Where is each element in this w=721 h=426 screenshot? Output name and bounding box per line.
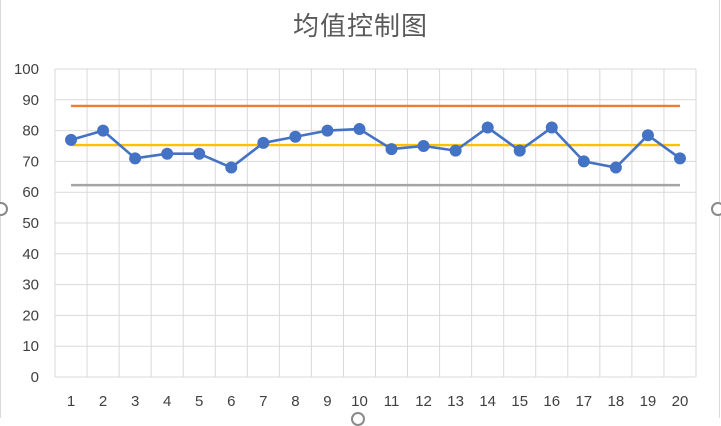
x-tick-label: 8 <box>291 393 299 410</box>
x-tick-label: 17 <box>575 393 592 410</box>
y-tick-label: 40 <box>22 246 39 263</box>
data-point <box>545 121 558 134</box>
x-tick-label: 11 <box>384 393 400 410</box>
x-tick-label: 1 <box>67 393 75 410</box>
y-tick-label: 50 <box>22 215 39 232</box>
x-tick-label: 5 <box>195 393 203 410</box>
x-tick-label: 12 <box>415 393 432 410</box>
data-point <box>129 152 142 165</box>
resize-handle-right[interactable] <box>711 202 721 216</box>
x-tick-label: 16 <box>543 393 560 410</box>
x-tick-label: 19 <box>640 393 657 410</box>
chart-title: 均值控制图 <box>292 12 428 42</box>
data-point <box>609 161 622 174</box>
data-point <box>513 144 526 157</box>
x-tick-label: 14 <box>479 393 496 410</box>
y-tick-label: 30 <box>22 277 39 294</box>
data-point <box>577 155 590 168</box>
x-tick-label: 13 <box>447 393 464 410</box>
data-point <box>225 161 238 174</box>
resize-handle-bottom[interactable] <box>351 412 365 426</box>
data-point <box>161 147 174 160</box>
data-point <box>449 144 462 157</box>
x-tick-label: 15 <box>511 393 528 410</box>
data-point <box>289 130 302 143</box>
x-tick-label: 2 <box>99 393 107 410</box>
x-tick-label: 20 <box>672 393 689 410</box>
y-tick-label: 100 <box>14 61 39 78</box>
data-point <box>321 124 334 137</box>
y-tick-label: 60 <box>22 184 39 201</box>
data-point <box>673 152 686 165</box>
data-point <box>385 143 398 156</box>
y-tick-label: 20 <box>22 307 39 324</box>
x-tick-label: 7 <box>259 393 267 410</box>
x-tick-label: 4 <box>163 393 171 410</box>
x-tick-label: 6 <box>227 393 235 410</box>
y-tick-label: 90 <box>22 92 39 109</box>
resize-handle-left[interactable] <box>0 202 8 216</box>
data-point <box>353 123 366 136</box>
data-point <box>257 136 270 149</box>
x-tick-label: 3 <box>131 393 139 410</box>
y-tick-label: 0 <box>31 369 39 386</box>
y-tick-label: 80 <box>22 123 39 140</box>
x-tick-label: 9 <box>323 393 331 410</box>
data-point <box>193 147 206 160</box>
data-point <box>641 129 654 142</box>
data-point <box>481 121 494 134</box>
y-tick-label: 70 <box>22 153 39 170</box>
data-point <box>97 124 110 137</box>
data-point <box>65 133 78 146</box>
y-tick-label: 10 <box>22 338 39 355</box>
data-point <box>417 140 430 152</box>
x-tick-label: 10 <box>351 393 368 410</box>
x-tick-label: 18 <box>608 393 625 410</box>
